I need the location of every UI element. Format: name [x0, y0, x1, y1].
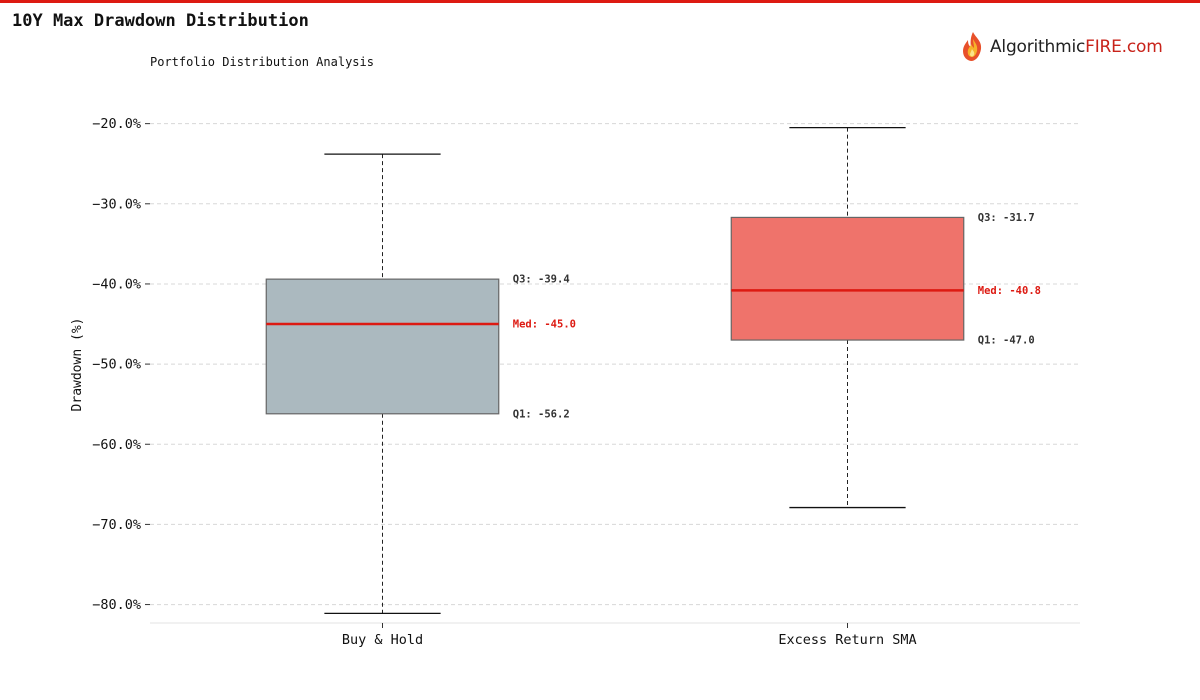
axis-layer: −20.0% −30.0% −40.0% −50.0% −60.0% −70.0% −80.… [70, 116, 1080, 648]
brand-name: AlgorithmicFIRE.com [990, 37, 1163, 57]
brand-name-part1: Algorithmic [990, 37, 1086, 57]
box-0: Q3: -39.4 Med: -45.0 Q1: -56.2 [265, 153, 576, 615]
y-tick-label: −30.0% [92, 196, 141, 212]
box-layer: Q3: -39.4 Med: -45.0 Q1: -56.2 Q3: -31.7 Med… [265, 126, 1041, 615]
y-axis-label: Drawdown (%) [70, 318, 85, 412]
flame-logo-icon [963, 32, 982, 61]
q3-label: Q3: -39.4 [513, 274, 570, 286]
x-tick-label: Excess Return SMA [778, 632, 916, 648]
q3-label: Q3: -31.7 [978, 212, 1035, 224]
y-tick-label: −40.0% [92, 276, 141, 292]
iqr-box [265, 278, 500, 415]
median-label: Med: -40.8 [978, 285, 1041, 297]
q1-label: Q1: -47.0 [978, 335, 1035, 347]
x-tick-label: Buy & Hold [342, 632, 423, 648]
q1-label: Q1: -56.2 [513, 408, 570, 420]
chart-subtitle: Portfolio Distribution Analysis [150, 55, 374, 69]
iqr-box [730, 216, 965, 341]
y-tick-label: −20.0% [92, 116, 141, 132]
box-1: Q3: -31.7 Med: -40.8 Q1: -47.0 [730, 126, 1041, 509]
y-tick-label: −70.0% [92, 517, 141, 533]
chart-title: 10Y Max Drawdown Distribution [12, 11, 309, 31]
brand-logo[interactable]: AlgorithmicFIRE.com [960, 30, 1163, 64]
y-tick-label: −50.0% [92, 357, 141, 373]
median-label: Med: -45.0 [513, 319, 576, 331]
top-accent-bar [0, 0, 1200, 3]
y-tick-label: −80.0% [92, 597, 141, 613]
y-tick-label: −60.0% [92, 437, 141, 453]
brand-name-part2: FIRE.com [1085, 37, 1163, 57]
